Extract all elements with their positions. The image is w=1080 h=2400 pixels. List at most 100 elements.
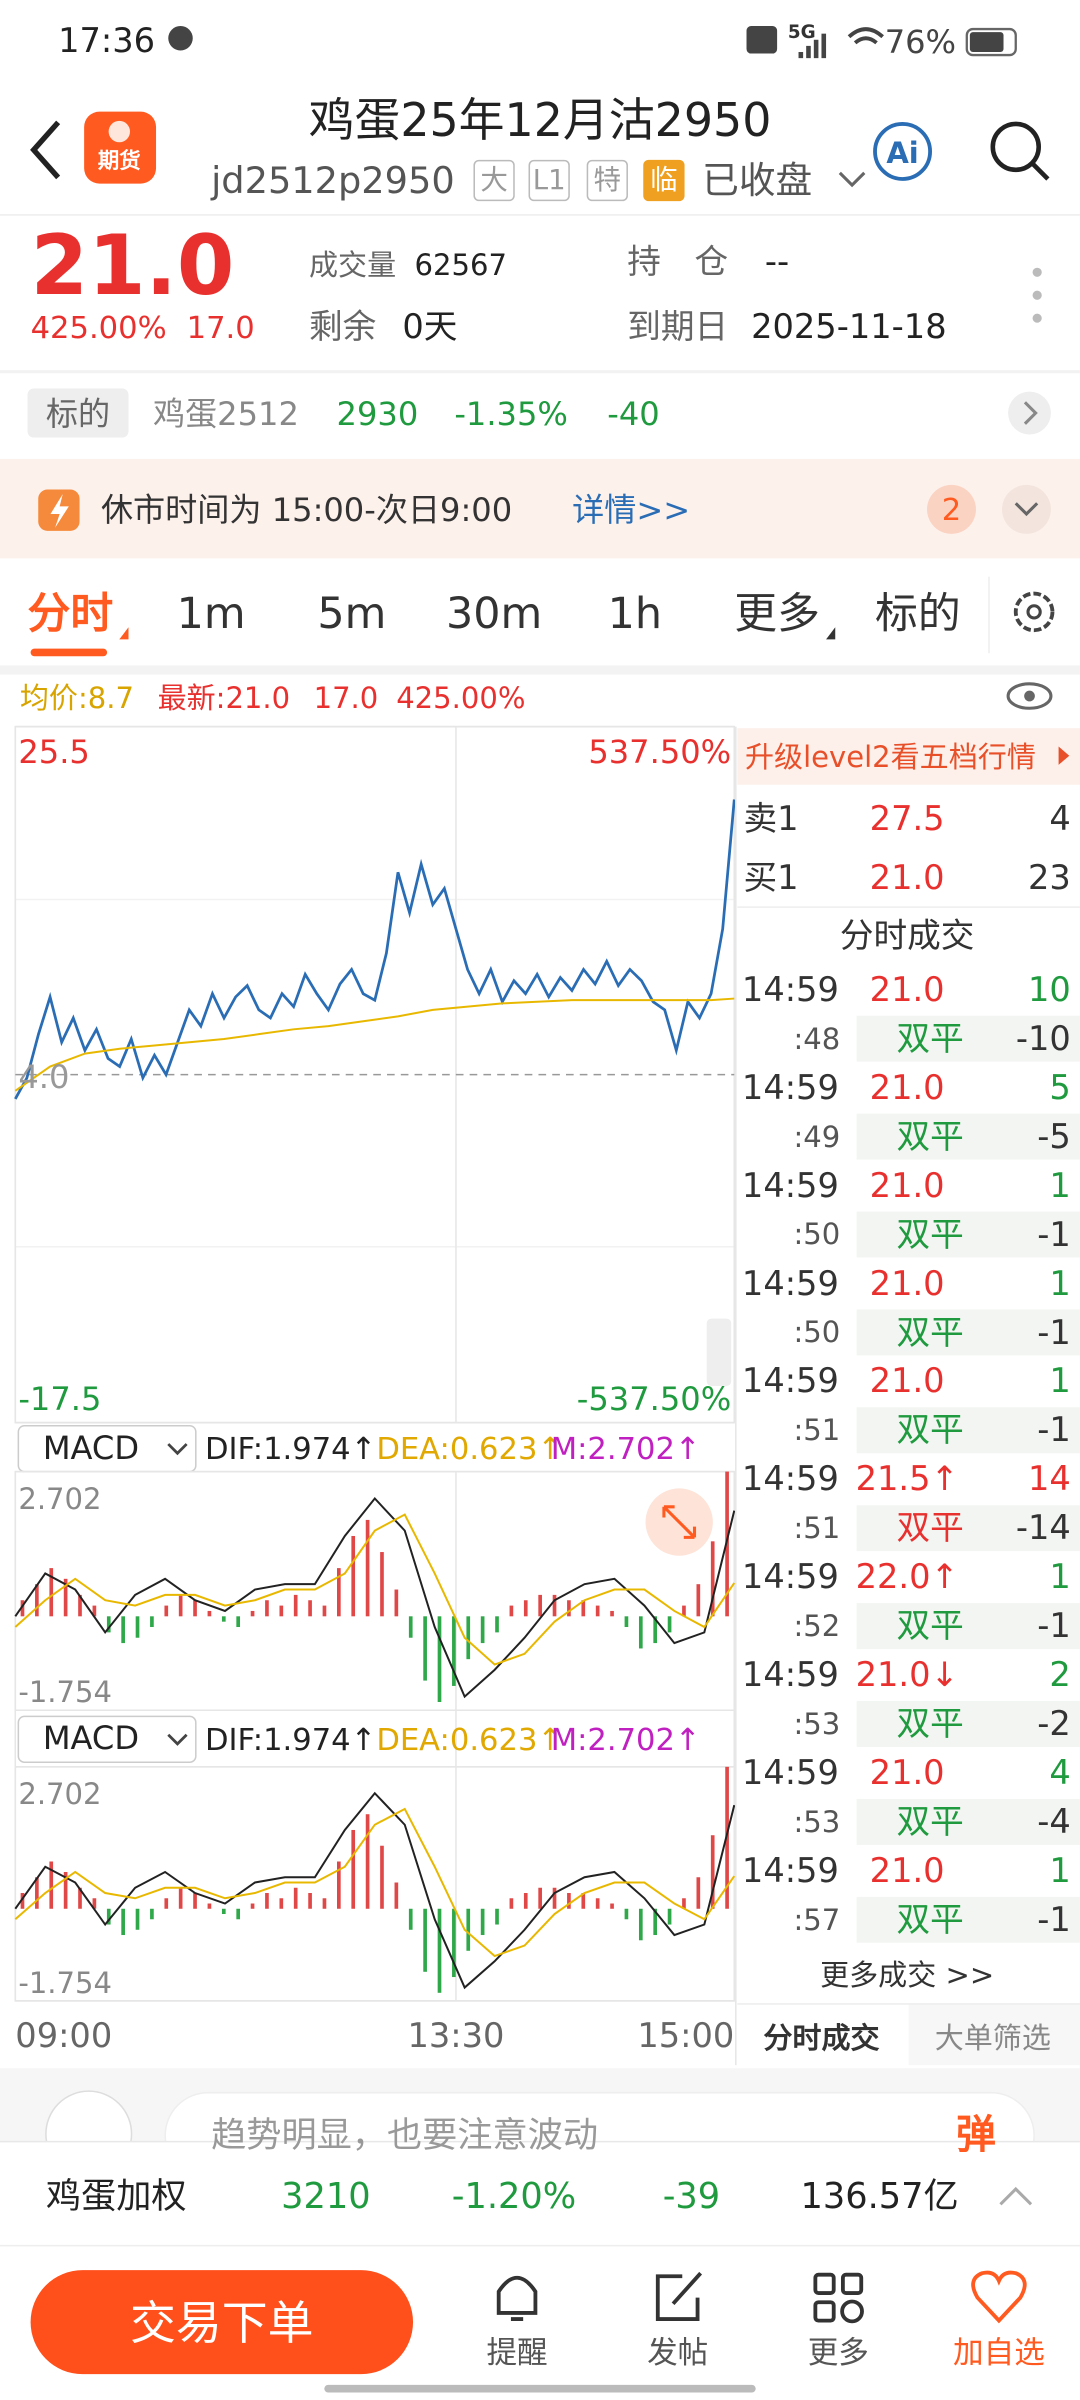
- ticker-name: 鸡蛋加权: [45, 2175, 187, 2217]
- trade-button[interactable]: [30, 2270, 414, 2375]
- period-tab[interactable]: 1m: [176, 589, 246, 640]
- period-tab[interactable]: 5m: [317, 589, 387, 640]
- macd-bar: [423, 1616, 427, 1681]
- trades-title: 分时成交: [839, 916, 975, 956]
- indicator-select[interactable]: [17, 1715, 197, 1764]
- trade-time: 14:59: [741, 969, 839, 1009]
- macd-bar: [193, 1893, 197, 1909]
- badge-text: 特: [593, 164, 622, 197]
- wifi-icon: [847, 27, 884, 45]
- x-tick-label: 13:30: [407, 2016, 505, 2056]
- nav-item[interactable]: 更多: [807, 2336, 869, 2372]
- macd-bar: [610, 1903, 614, 1909]
- more-trades[interactable]: 更多成交 >>: [820, 1957, 995, 1992]
- trade-price: 21.0: [869, 1067, 945, 1107]
- macd-bar: [20, 1600, 25, 1617]
- chevron-down: [1014, 502, 1039, 517]
- period-tab[interactable]: 标的: [875, 589, 961, 640]
- banner-arrow: [1058, 746, 1070, 765]
- period-tab[interactable]: 30m: [445, 589, 543, 640]
- period-tab[interactable]: 分时: [27, 589, 114, 640]
- visibility-toggle[interactable]: [1006, 682, 1053, 710]
- period-tab[interactable]: 1h: [607, 589, 663, 640]
- scroll-handle[interactable]: [706, 1318, 732, 1386]
- level2-banner[interactable]: [737, 728, 1080, 785]
- status-chevron[interactable]: [838, 171, 866, 188]
- macd-bar: [466, 1908, 471, 1951]
- macd-bar: [121, 1908, 125, 1936]
- ai-text[interactable]: Ai: [886, 135, 919, 170]
- indicator-name[interactable]: MACD: [42, 1719, 140, 1758]
- macd-bar: [293, 1887, 298, 1909]
- avg-price: 均价:8.7: [19, 680, 134, 715]
- macd-bar: [466, 1616, 471, 1660]
- macd-bar: [653, 1616, 658, 1644]
- pct-info: 425.00%: [396, 680, 526, 715]
- change-pct: 425.00%: [30, 310, 167, 346]
- nav-item[interactable]: 加自选: [953, 2336, 1045, 2372]
- nav-item[interactable]: 发帖: [647, 2336, 709, 2372]
- macd-bar: [20, 1893, 25, 1909]
- macd-bar: [696, 1584, 701, 1617]
- trade-second: :53: [793, 1707, 841, 1741]
- level2-text[interactable]: 升级level2看五档行情: [744, 740, 1036, 775]
- macd-bar: [538, 1594, 542, 1617]
- ticker-expand[interactable]: [999, 2186, 1033, 2206]
- macd-bar: [509, 1605, 514, 1617]
- trade-sub-bg: [856, 1309, 1080, 1356]
- trade-type: 双平: [896, 1214, 964, 1254]
- macd-bar: [408, 1616, 413, 1638]
- macd-bar: [92, 1898, 97, 1909]
- macd-bar: [581, 1893, 586, 1909]
- notice-count-bg: [927, 484, 976, 534]
- heart-icon: [971, 2270, 1027, 2324]
- macd-bar: [265, 1600, 269, 1617]
- panel-tab[interactable]: 分时成交: [763, 2020, 880, 2055]
- underlying-link[interactable]: [1008, 391, 1051, 435]
- macd-bar: [394, 1882, 399, 1909]
- signal-bar: [821, 33, 827, 59]
- macd-bar: [221, 1616, 226, 1622]
- trade-type: 双平: [896, 1802, 964, 1842]
- comment-button[interactable]: 弹: [956, 2111, 996, 2153]
- book-label: 卖1: [743, 798, 799, 838]
- more-dot[interactable]: [1032, 290, 1042, 300]
- settings-button[interactable]: [1013, 591, 1055, 633]
- trade-type: 双平: [896, 1899, 964, 1939]
- more-dot[interactable]: [1032, 313, 1042, 323]
- macd-bar: [408, 1908, 413, 1930]
- trade-time: 14:59: [741, 1459, 839, 1499]
- trade-second: :51: [793, 1413, 841, 1448]
- trade-sub-bg: [856, 1015, 1080, 1062]
- ticker-price: 3210: [281, 2175, 371, 2217]
- contract-code: jd2512p2950: [211, 158, 455, 202]
- volume: 62567: [414, 247, 507, 282]
- post-icon: [655, 2271, 703, 2321]
- dea-line: [14, 1807, 736, 1958]
- trade-button-text[interactable]: 交易下单: [130, 2296, 314, 2351]
- macd-bar: [710, 1541, 715, 1617]
- notice-toggle[interactable]: [1001, 484, 1051, 534]
- search-button[interactable]: [990, 121, 1041, 173]
- period-tab[interactable]: 更多: [734, 589, 820, 640]
- notice-link[interactable]: 详情>>: [572, 491, 691, 530]
- ai-button[interactable]: [873, 121, 932, 181]
- macd-bar: [308, 1600, 312, 1617]
- panel-tab[interactable]: 大单筛选: [934, 2020, 1051, 2055]
- macd-bar: [653, 1908, 658, 1936]
- trade-volume: 1: [1049, 1851, 1071, 1890]
- tab-caret: [826, 627, 836, 640]
- panel-tabs-bg: [908, 2003, 1080, 2066]
- macd-bar: [135, 1908, 140, 1930]
- expand-icon: [662, 1505, 697, 1539]
- more-dot[interactable]: [1032, 267, 1042, 277]
- more-icon: [840, 2299, 864, 2324]
- nav-item[interactable]: 提醒: [486, 2336, 548, 2372]
- macd-frame: [14, 1766, 736, 2002]
- macd-bar: [106, 1616, 111, 1633]
- macd-bar: [35, 1877, 39, 1909]
- back-button[interactable]: [30, 120, 61, 180]
- indicator-name[interactable]: MACD: [42, 1428, 140, 1467]
- macd-bar: [624, 1908, 629, 1920]
